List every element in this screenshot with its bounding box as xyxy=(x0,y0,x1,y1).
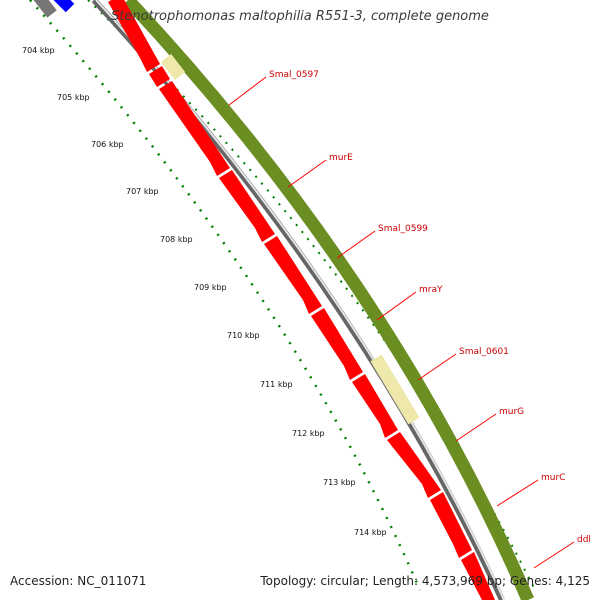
tick-label: 707 kbp xyxy=(126,187,159,196)
gene-label-smal-0599[interactable]: Smal_0599 xyxy=(378,224,428,234)
gene-label-murg[interactable]: murG xyxy=(499,407,524,417)
gene-label-mure[interactable]: murE xyxy=(329,153,353,163)
cds-arrow[interactable] xyxy=(159,81,230,176)
gene-labels: Smal_0597 murE Smal_0599 mraY Smal_0601 … xyxy=(269,70,591,545)
gene-label-mray[interactable]: mraY xyxy=(419,285,443,295)
cds-arrow[interactable] xyxy=(311,308,363,380)
cds-arrow[interactable] xyxy=(430,492,472,558)
tick-label: 708 kbp xyxy=(160,235,193,244)
map-title: Stenotrophomonas maltophilia R551-3, com… xyxy=(111,9,489,24)
cds-arrow[interactable] xyxy=(387,432,441,498)
gene-label-murc[interactable]: murC xyxy=(541,473,565,483)
cds-arrow[interactable] xyxy=(264,236,322,314)
gene-label-ddl[interactable]: ddl xyxy=(577,535,591,545)
accession-label: Accession: NC_011071 xyxy=(10,574,147,588)
tick-label: 706 kbp xyxy=(91,140,124,149)
cog-segment-smal-0601 xyxy=(370,354,420,425)
cds-arrow[interactable] xyxy=(149,66,170,87)
cog-segment-smal-0597 xyxy=(160,54,186,80)
cds-arrow[interactable] xyxy=(108,0,160,72)
gene-label-smal-0601[interactable]: Smal_0601 xyxy=(459,347,509,357)
tick-label: 713 kbp xyxy=(323,478,356,487)
tick-label: 712 kbp xyxy=(292,429,325,438)
genome-stats-label: Topology: circular; Length: 4,573,969 bp… xyxy=(260,574,590,588)
tick-label: 711 kbp xyxy=(260,380,293,389)
scale-tick-labels: 704 kbp 705 kbp 706 kbp 707 kbp 708 kbp … xyxy=(22,46,387,537)
gene-label-smal-0597[interactable]: Smal_0597 xyxy=(269,70,319,80)
tick-label: 705 kbp xyxy=(57,93,90,102)
gene-leaders xyxy=(228,76,575,569)
tick-label: 704 kbp xyxy=(22,46,55,55)
scale-dotted-ring xyxy=(29,0,422,591)
tick-label: 714 kbp xyxy=(354,528,387,537)
feature-stub xyxy=(33,0,57,18)
cog-light-segments xyxy=(160,54,420,425)
cds-arrow[interactable] xyxy=(461,552,495,600)
cds-arrow[interactable] xyxy=(352,374,398,438)
tick-label: 709 kbp xyxy=(194,283,227,292)
cds-track xyxy=(108,0,495,600)
cog-track xyxy=(123,0,534,600)
cds-arrow[interactable] xyxy=(219,170,275,242)
backbone-ring xyxy=(91,0,505,600)
tick-label: 710 kbp xyxy=(227,331,260,340)
blue-feature[interactable] xyxy=(53,0,75,13)
